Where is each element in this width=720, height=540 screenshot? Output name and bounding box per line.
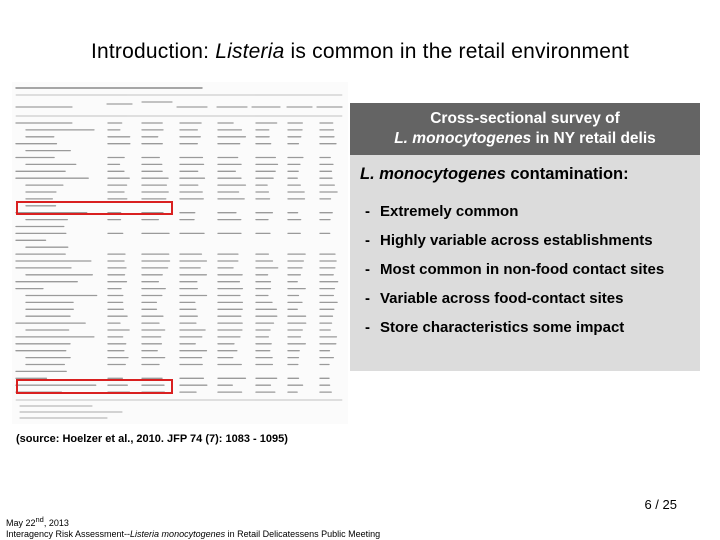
bullet-item: - Store characteristics some impact	[350, 316, 700, 345]
footer-date-sup: nd	[35, 515, 44, 524]
bullet-text: Variable across food-contact sites	[380, 290, 624, 307]
summary-panel: Cross-sectional survey of L. monocytogen…	[350, 103, 700, 371]
bullet-list: - Extremely common - Highly variable acros…	[350, 200, 700, 345]
bullet-marker: -	[365, 203, 370, 220]
slide-title: Introduction: Listeria is common in the …	[0, 40, 720, 64]
title-suffix: is common in the retail environment	[284, 40, 630, 63]
footer-date: May 22nd, 2013	[6, 514, 380, 529]
subhead-suffix: contamination:	[505, 165, 629, 183]
footer-meeting-prefix: Interagency Risk Assessment--	[6, 529, 131, 539]
panel-header-line1: Cross-sectional survey of	[430, 110, 620, 127]
bullet-text: Extremely common	[380, 203, 519, 220]
bullet-item: - Most common in non-food contact sites	[350, 258, 700, 287]
highlight-box-top	[16, 201, 173, 215]
footer-meeting: Interagency Risk Assessment--Listeria mo…	[6, 529, 380, 540]
footer-date-text: May 22	[6, 518, 36, 528]
title-italic: Listeria	[215, 40, 285, 63]
panel-subhead: L. monocytogenes contamination:	[360, 165, 629, 184]
footer-meeting-suffix: in Retail Delicatessens Public Meeting	[225, 529, 381, 539]
header-organism: L. monocytogenes	[394, 130, 532, 147]
bullet-item: - Highly variable across establishments	[350, 229, 700, 258]
footer: May 22nd, 2013 Interagency Risk Assessme…	[6, 514, 380, 540]
source-citation: (source: Hoelzer et al., 2010. JFP 74 (7…	[16, 433, 288, 445]
panel-header: Cross-sectional survey of L. monocytogen…	[350, 103, 700, 155]
bullet-item: - Extremely common	[350, 200, 700, 229]
highlight-box-bottom	[16, 379, 173, 394]
title-prefix: Introduction:	[90, 40, 216, 63]
scanned-table-image	[12, 82, 348, 424]
bullet-text: Most common in non-food contact sites	[380, 261, 665, 278]
footer-meeting-italic: Listeria monocytogenes	[130, 529, 226, 539]
header-line2-suffix: in NY retail delis	[531, 130, 656, 147]
bullet-marker: -	[365, 261, 370, 278]
bullet-marker: -	[365, 319, 370, 336]
page-number: 6 / 25	[644, 497, 677, 512]
bullet-text: Store characteristics some impact	[380, 319, 625, 336]
panel-header-line2: L. monocytogenes in NY retail delis	[350, 129, 700, 149]
footer-date-year: , 2013	[43, 518, 69, 528]
bullet-marker: -	[365, 232, 370, 249]
bullet-marker: -	[365, 290, 370, 307]
subhead-organism: L. monocytogenes	[360, 165, 506, 183]
bullet-item: - Variable across food-contact sites	[350, 287, 700, 316]
bullet-text: Highly variable across establishments	[380, 232, 653, 249]
